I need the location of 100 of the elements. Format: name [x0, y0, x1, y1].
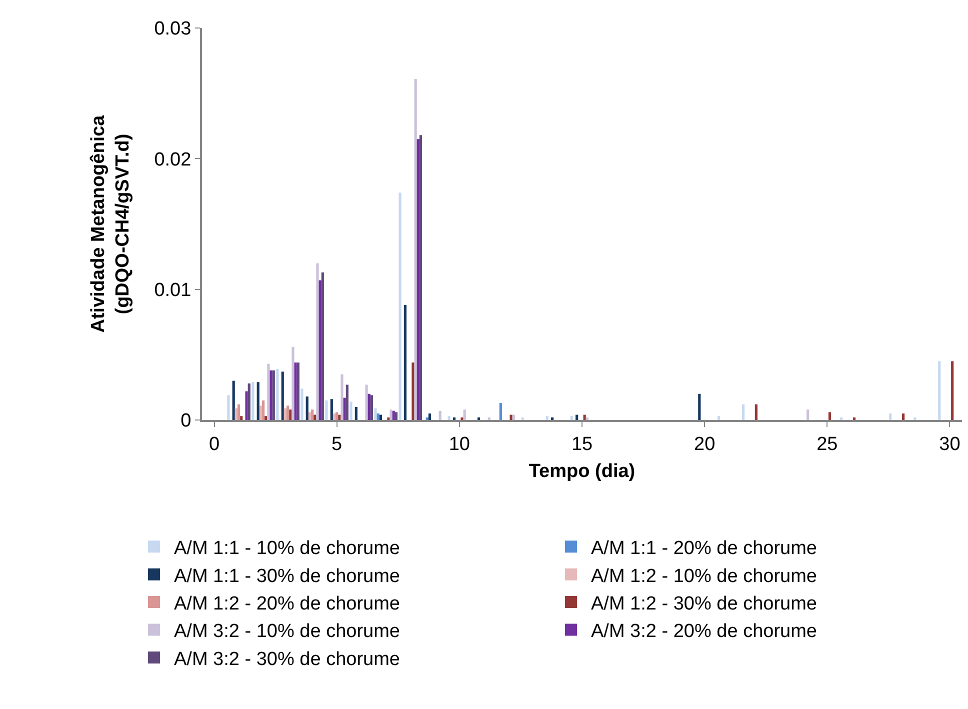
- bar: [889, 413, 892, 420]
- bar: [370, 395, 373, 420]
- bar: [376, 413, 380, 420]
- bar: [416, 139, 420, 420]
- bar: [806, 410, 810, 420]
- bar: [460, 417, 464, 420]
- bar: [336, 412, 338, 420]
- bar: [267, 364, 270, 420]
- bar: [852, 417, 856, 420]
- bar: [346, 384, 348, 420]
- bar: [394, 412, 398, 420]
- y-tick-label: 0.02: [154, 149, 192, 170]
- bar: [477, 417, 480, 420]
- bar: [314, 414, 316, 420]
- bar: [428, 413, 432, 420]
- bar: [340, 374, 344, 420]
- bar: [512, 414, 515, 420]
- bar: [264, 416, 268, 420]
- x-axis-title: Tempo (dia): [528, 461, 636, 482]
- bar: [368, 394, 370, 420]
- bar: [583, 414, 586, 420]
- bar: [281, 372, 284, 420]
- legend-label: A/M 3:2 - 10% de chorume: [174, 621, 400, 642]
- bar: [510, 414, 512, 420]
- bar: [296, 362, 300, 420]
- x-tick-label: 30: [939, 434, 960, 455]
- bar: [289, 410, 292, 420]
- bar: [227, 395, 230, 420]
- bar: [754, 404, 758, 420]
- bar: [294, 362, 297, 420]
- bar: [306, 396, 308, 420]
- bar: [325, 400, 328, 420]
- bar: [840, 417, 843, 420]
- legend-label: A/M 1:1 - 20% de chorume: [591, 538, 817, 560]
- bar: [321, 272, 324, 420]
- x-tick-label: 20: [694, 434, 716, 455]
- bar: [742, 404, 745, 420]
- bar: [438, 410, 442, 420]
- bar: [262, 400, 265, 420]
- y-tick-label: 0: [180, 410, 192, 432]
- bar: [240, 416, 243, 420]
- bar: [387, 417, 390, 420]
- y-tick-label: 0.01: [154, 280, 192, 301]
- x-tick-label: 0: [208, 434, 220, 455]
- bar: [259, 406, 262, 420]
- bar: [286, 406, 290, 420]
- bar: [698, 394, 701, 420]
- y-axis-title: Atividade Metanogênica (gDQO-CH4/gSVT.d): [88, 114, 134, 333]
- y-tick-label: 0.03: [154, 18, 192, 40]
- bar: [270, 370, 272, 420]
- bar: [338, 414, 341, 420]
- bar: [330, 399, 333, 420]
- bar: [390, 410, 392, 420]
- bar: [414, 78, 417, 420]
- bar: [252, 382, 254, 420]
- bar: [902, 413, 905, 420]
- bar: [392, 410, 395, 420]
- bar: [332, 413, 336, 420]
- bar: [448, 416, 450, 420]
- x-tick-label: 10: [448, 434, 470, 455]
- bar: [499, 403, 502, 420]
- legend-label: A/M 1:1 - 30% de chorume: [174, 566, 400, 587]
- bar: [521, 417, 524, 420]
- bar: [379, 414, 382, 420]
- bar: [551, 417, 554, 420]
- bar: [426, 417, 428, 420]
- bar: [318, 280, 322, 420]
- legend-label: A/M 1:1 - 10% de chorume: [174, 538, 400, 560]
- bar: [546, 416, 548, 420]
- bar: [951, 361, 954, 420]
- bar: [232, 380, 235, 420]
- x-tick-label: 15: [571, 434, 593, 455]
- legend-label: A/M 1:2 - 10% de chorume: [591, 566, 817, 587]
- x-tick-label: 25: [816, 434, 838, 455]
- bar: [248, 383, 250, 420]
- legend-label: A/M 3:2 - 20% de chorume: [591, 621, 817, 642]
- bar: [419, 135, 422, 420]
- bar: [412, 362, 414, 420]
- bar: [914, 417, 916, 420]
- legend-label: A/M 1:2 - 20% de chorume: [174, 593, 400, 614]
- bar: [365, 384, 368, 420]
- bar: [576, 414, 578, 420]
- bar: [276, 369, 279, 420]
- x-tick-label: 5: [332, 434, 342, 455]
- bar: [452, 417, 456, 420]
- bar: [272, 370, 275, 420]
- bar: [717, 416, 720, 420]
- bar: [311, 410, 314, 420]
- bar: [374, 408, 377, 420]
- bar: [586, 417, 588, 420]
- legend-label: A/M 1:2 - 30% de chorume: [591, 593, 817, 614]
- bar: [234, 408, 238, 420]
- bar: [284, 408, 287, 420]
- bar: [828, 412, 832, 420]
- bar: [354, 406, 358, 420]
- bar: [292, 346, 294, 420]
- bar: [256, 382, 260, 420]
- legend-label: A/M 3:2 - 30% de chorume: [174, 648, 400, 670]
- bar: [350, 402, 352, 420]
- bar: [398, 192, 402, 420]
